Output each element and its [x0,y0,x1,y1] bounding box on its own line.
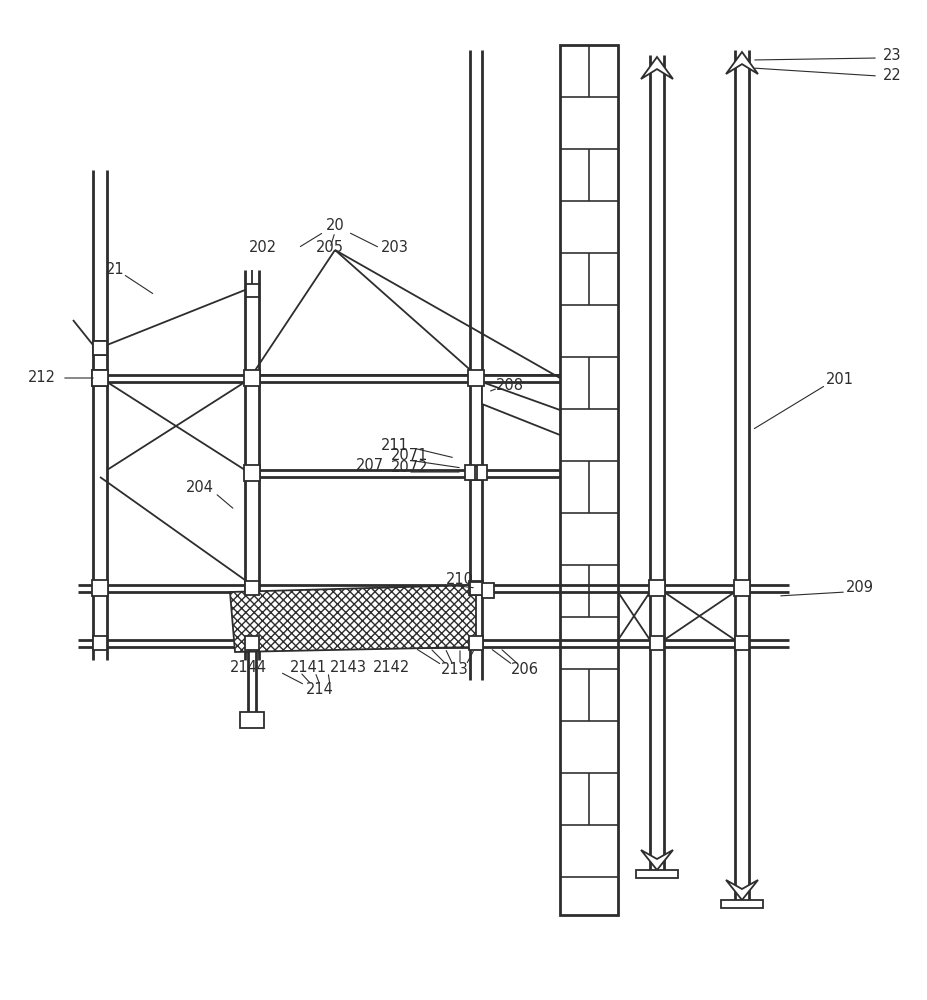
Bar [246,284,259,297]
Bar [468,581,482,595]
Text: 210: 210 [446,572,474,587]
Text: 211: 211 [381,438,409,452]
Bar [245,636,259,650]
Text: 214: 214 [306,682,334,698]
Text: 205: 205 [316,240,344,255]
Bar [92,580,108,596]
Text: 2071: 2071 [391,448,428,462]
Text: 2072: 2072 [391,460,428,476]
Text: 21: 21 [106,262,124,277]
Polygon shape [230,585,476,652]
Bar [244,370,260,386]
Text: 212: 212 [28,370,56,385]
Text: 2143: 2143 [329,660,366,676]
Bar [93,341,107,355]
Text: 203: 203 [381,240,409,255]
Bar [245,581,259,595]
Bar [559,45,617,915]
Text: 20: 20 [325,218,344,232]
Bar [636,870,677,878]
Polygon shape [641,850,672,870]
Bar [720,900,762,908]
Polygon shape [481,382,559,435]
Bar [93,341,107,355]
Polygon shape [641,57,672,79]
Bar [468,466,482,480]
Polygon shape [725,52,757,74]
Bar [476,465,487,480]
Text: 23: 23 [882,47,900,62]
Bar [93,636,107,650]
Bar [649,636,664,650]
Text: 2144: 2144 [229,660,266,676]
Bar [481,583,493,598]
Text: 201: 201 [825,372,853,387]
Text: 213: 213 [440,662,468,678]
Bar [92,370,108,386]
Bar [648,580,665,596]
Text: 2142: 2142 [373,660,410,676]
Text: 208: 208 [495,377,524,392]
Text: 2141: 2141 [289,660,326,676]
Bar [467,370,484,386]
Bar [468,636,482,650]
Bar [240,712,263,728]
Bar [734,636,748,650]
Text: 22: 22 [882,68,900,83]
Text: 206: 206 [511,662,539,678]
Bar [244,465,260,481]
Bar [469,582,482,595]
Text: 209: 209 [845,580,873,595]
Bar [92,370,108,386]
Bar [733,580,749,596]
Text: 204: 204 [185,481,214,495]
Bar [464,465,475,480]
Polygon shape [725,880,757,900]
Text: 202: 202 [248,240,277,255]
Text: 207: 207 [356,458,384,473]
